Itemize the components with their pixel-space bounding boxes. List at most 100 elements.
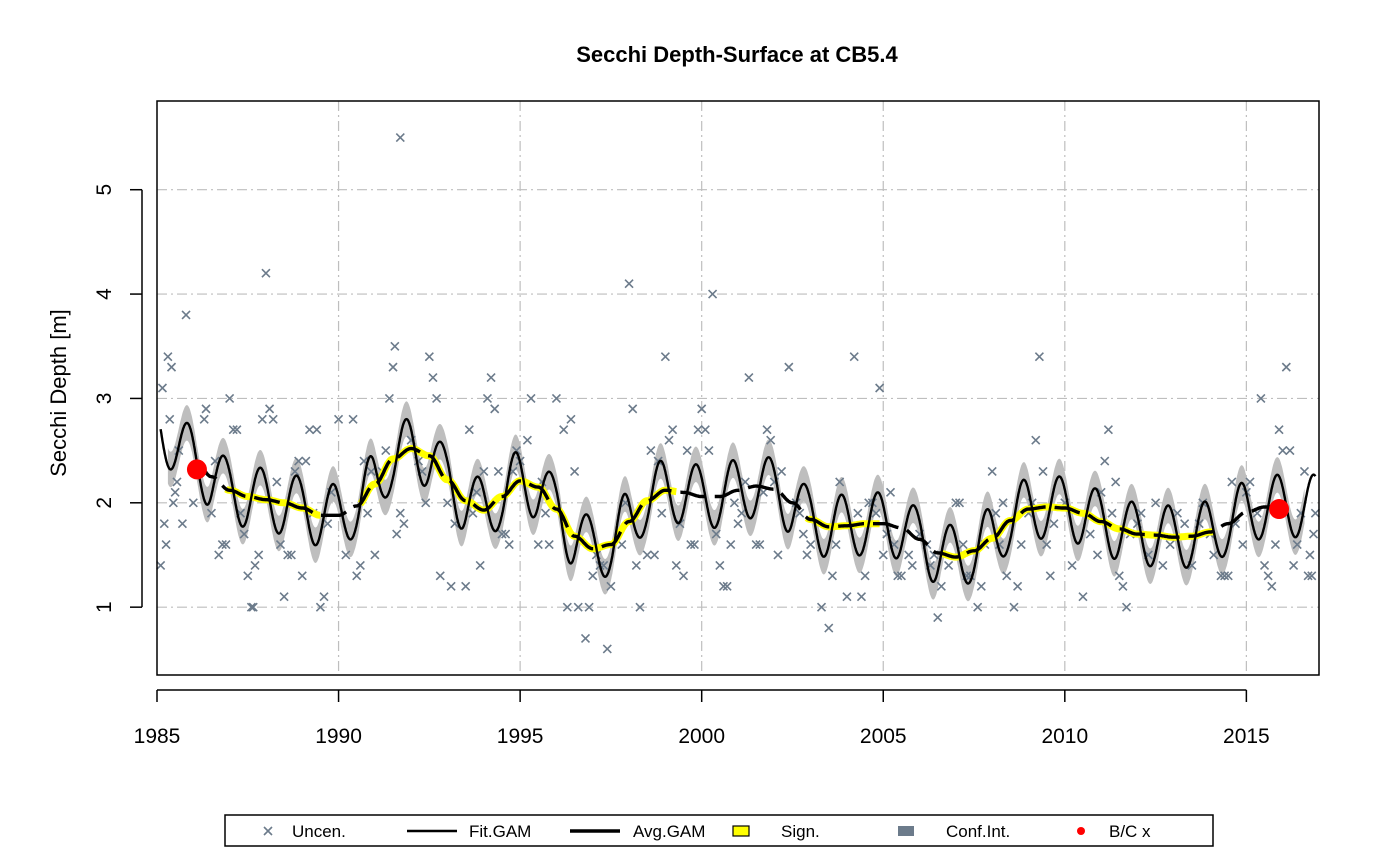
uncensored-point: [1256, 393, 1266, 404]
legend-label: Fit.GAM: [469, 822, 531, 841]
uncensored-point: [1038, 466, 1048, 477]
uncensored-point: [991, 508, 1001, 518]
x-tick-label: 2005: [860, 725, 907, 748]
legend-uncensored-icon: [263, 826, 273, 836]
uncensored-point: [1172, 508, 1182, 518]
uncensored-point: [370, 550, 380, 560]
uncensored-point: [1245, 477, 1255, 487]
uncensored-point: [1308, 529, 1319, 539]
uncensored-point: [323, 519, 333, 529]
uncensored-point: [1209, 550, 1219, 560]
uncensored-point: [798, 529, 808, 539]
uncensored-point: [896, 571, 906, 581]
uncensored-point: [766, 435, 776, 445]
uncensored-point: [1303, 571, 1313, 581]
x-tick-label: 1985: [134, 725, 181, 748]
uncensored-point: [384, 393, 394, 404]
uncensored-point: [497, 529, 507, 539]
uncensored-point: [1216, 571, 1226, 581]
uncensored-point: [217, 539, 227, 550]
uncensored-point: [646, 446, 656, 456]
uncensored-point: [580, 633, 591, 644]
uncensored-point: [1305, 550, 1315, 560]
uncensored-point: [704, 446, 714, 456]
uncensored-point: [1034, 352, 1044, 362]
uncensored-point: [893, 571, 903, 581]
uncensored-point: [390, 341, 400, 351]
uncensored-point: [1267, 581, 1277, 591]
uncensored-point: [421, 498, 431, 508]
legend-label: Uncen.: [292, 822, 346, 841]
uncensored-point: [170, 487, 180, 497]
x-tick-label: 1990: [315, 725, 362, 748]
uncensored-point: [635, 602, 645, 612]
uncensored-point: [795, 508, 805, 518]
uncensored-point: [573, 602, 583, 612]
uncensored-point: [165, 414, 175, 424]
uncensored-point: [1165, 539, 1175, 550]
uncensored-point: [1310, 508, 1320, 518]
legend-box: [224, 814, 1214, 847]
bc-point: [1269, 499, 1290, 520]
uncensored-point: [907, 560, 917, 570]
uncensored-point: [878, 550, 888, 560]
uncensored-point: [762, 425, 772, 435]
uncensored-point: [602, 644, 612, 654]
uncensored-point: [715, 560, 725, 570]
uncensored-point: [628, 404, 638, 414]
uncensored-point: [729, 498, 739, 508]
uncensored-point: [161, 539, 171, 550]
uncensored-point: [159, 519, 169, 529]
legend-label: Conf.Int.: [946, 822, 1010, 841]
uncensored-point: [1016, 539, 1026, 550]
uncensored-point: [206, 508, 217, 518]
uncensored-point: [842, 592, 852, 602]
uncensored-point: [540, 508, 551, 518]
uncensored-point: [1121, 602, 1132, 612]
uncensored-point: [664, 435, 674, 445]
uncensored-point: [649, 550, 660, 560]
uncensored-point: [944, 560, 954, 570]
uncensored-point: [831, 539, 841, 550]
uncensored-point: [682, 446, 692, 456]
chart-title: Secchi Depth-Surface at CB5.4: [576, 42, 898, 67]
uncensored-point: [1270, 539, 1280, 550]
x-tick-label: 2000: [678, 725, 725, 748]
uncensored-point: [304, 425, 315, 435]
uncensored-point: [166, 362, 177, 372]
uncensored-point: [987, 466, 997, 477]
uncensored-point: [885, 487, 896, 497]
y-axis-label: Secchi Depth [m]: [46, 309, 71, 477]
uncensored-point: [395, 132, 405, 143]
uncensored-point: [352, 571, 362, 581]
uncensored-point: [671, 560, 681, 570]
uncensored-point: [668, 425, 678, 435]
uncensored-point: [933, 613, 943, 623]
legend-bc-icon: [1077, 827, 1085, 835]
uncensored-point: [172, 477, 182, 487]
uncensored-point: [228, 425, 238, 435]
uncensored-point: [1114, 571, 1124, 581]
uncensored-point: [1259, 560, 1270, 570]
avg-gam-line: [196, 446, 1283, 559]
uncensored-point: [526, 393, 536, 404]
x-tick-label: 2015: [1223, 725, 1270, 748]
uncensored-point: [588, 571, 598, 581]
uncensored-point: [570, 466, 580, 477]
uncensored-point: [1299, 466, 1310, 477]
uncensored-point: [490, 404, 500, 414]
grid-lines: [157, 101, 1319, 675]
uncensored-point: [297, 571, 307, 581]
uncensored-point: [156, 560, 166, 570]
uncensored-point: [853, 508, 863, 518]
uncensored-point: [1103, 425, 1113, 435]
uncensored-point: [388, 362, 398, 372]
uncensored-point: [254, 550, 264, 560]
x-tick-label: 2010: [1041, 725, 1088, 748]
uncensored-point: [294, 456, 304, 466]
uncensored-point: [973, 602, 983, 612]
uncensored-point: [348, 414, 358, 424]
uncensored-point: [624, 279, 634, 289]
uncensored-point: [606, 581, 616, 591]
uncensored-point: [442, 498, 453, 508]
